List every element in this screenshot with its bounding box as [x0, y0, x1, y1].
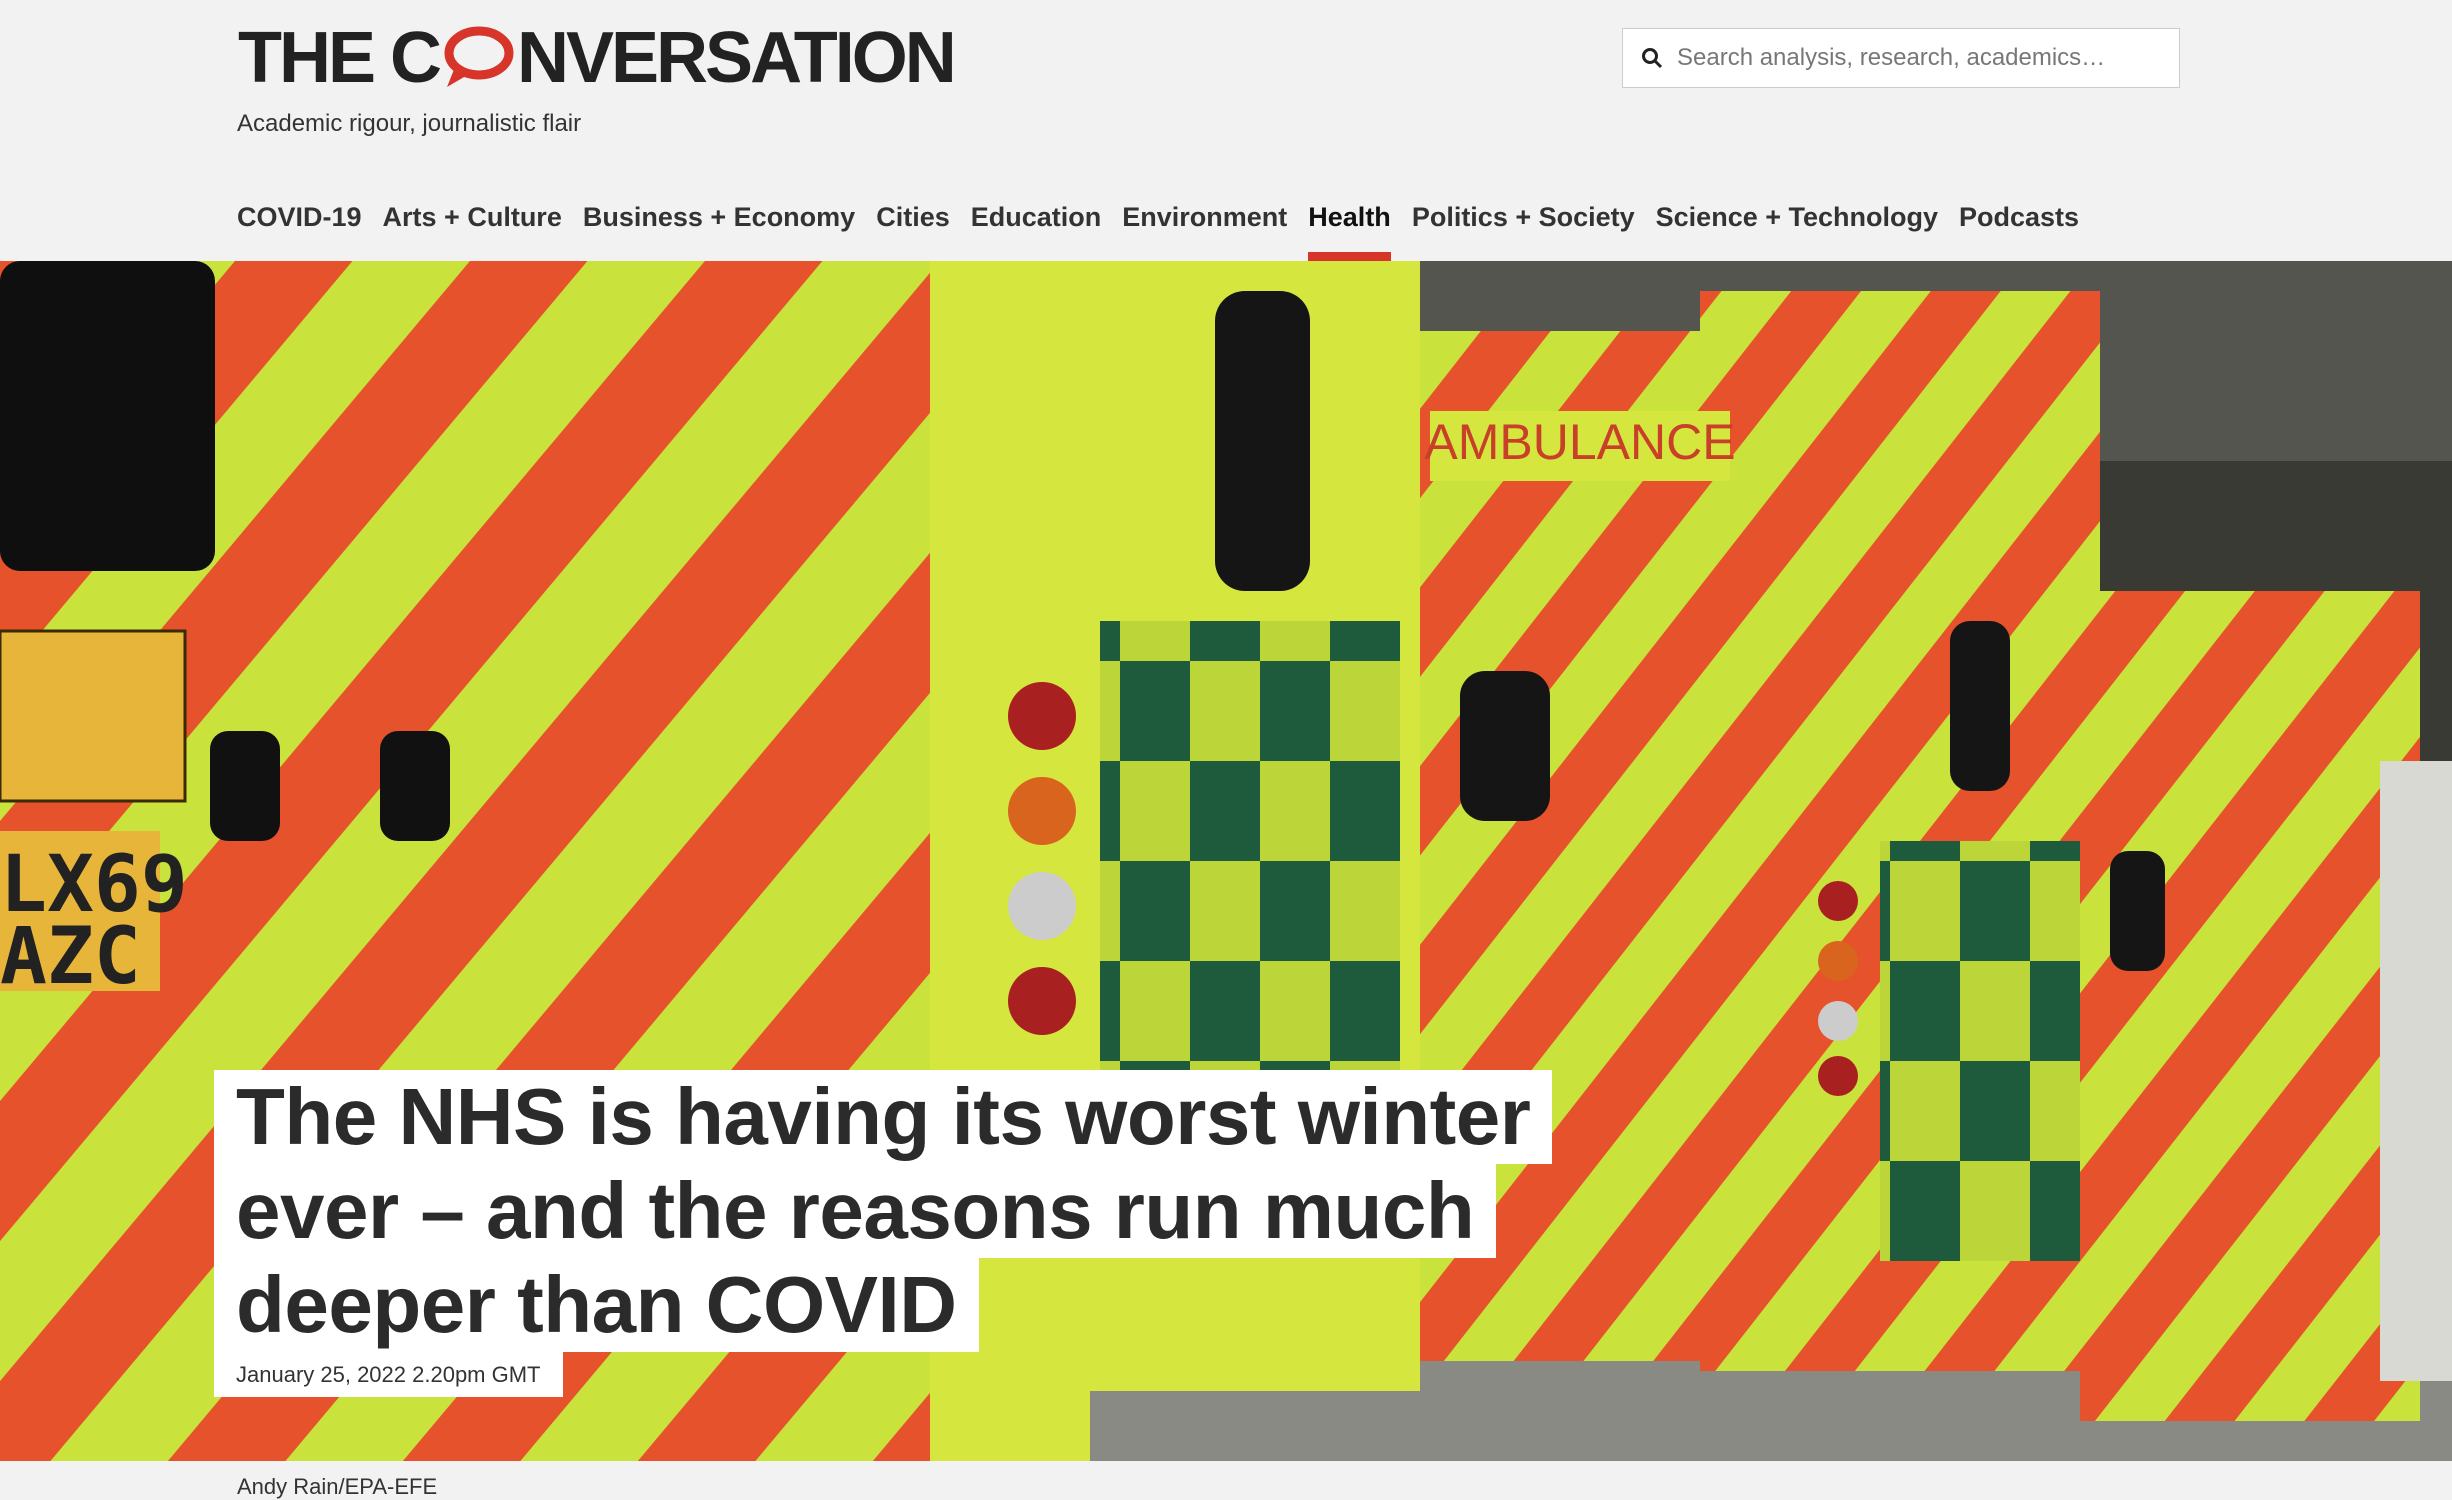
nav-link[interactable]: Podcasts	[1959, 202, 2080, 232]
headline-line: ever – and the reasons run much	[214, 1164, 1552, 1258]
headline-line: The NHS is having its worst winter	[214, 1070, 1553, 1164]
nav-link[interactable]: Health	[1308, 196, 1391, 261]
plate-text: LX69	[0, 840, 188, 930]
headline-text: ever – and the reasons run much	[214, 1164, 1497, 1258]
nav-link[interactable]: Environment	[1122, 202, 1288, 232]
logo-text: THE C	[238, 18, 442, 98]
headline-text: deeper than COVID	[214, 1258, 979, 1352]
nav-link[interactable]: Arts + Culture	[382, 202, 562, 232]
nav-link[interactable]: Politics + Society	[1411, 202, 1635, 232]
article-date: January 25, 2022 2.20pm GMT	[214, 1352, 563, 1397]
headline-block: The NHS is having its worst winter ever –…	[214, 1070, 1553, 1397]
nav-link[interactable]: Business + Economy	[582, 202, 856, 232]
image-credit: Andy Rain/EPA-EFE	[237, 1474, 438, 1499]
search-box[interactable]: Search analysis, research, academics…	[1622, 28, 2180, 88]
nav-link[interactable]: Education	[970, 202, 1102, 232]
nav-link[interactable]: Cities	[876, 202, 950, 232]
search-placeholder: Search analysis, research, academics…	[1677, 44, 2106, 71]
nav: COVID-19 Arts + Culture Business + Economy…	[237, 196, 2079, 261]
ambulance-sign: AMBULANCE	[1424, 414, 1735, 470]
tagline: Academic rigour, journalistic flair	[237, 110, 582, 137]
nav-link[interactable]: COVID-19	[237, 202, 362, 232]
nav-link[interactable]: Science + Technology	[1655, 202, 1938, 232]
logo-text: NVERSATION	[517, 18, 957, 98]
plate-text: AZC	[0, 912, 141, 1002]
logo-bubble	[444, 26, 514, 87]
search-icon	[1642, 48, 1663, 69]
headline-line: deeper than COVID	[214, 1258, 1552, 1352]
logo[interactable]: THE C NVERSATION	[238, 18, 957, 98]
headline-text: The NHS is having its worst winter	[214, 1070, 1553, 1164]
